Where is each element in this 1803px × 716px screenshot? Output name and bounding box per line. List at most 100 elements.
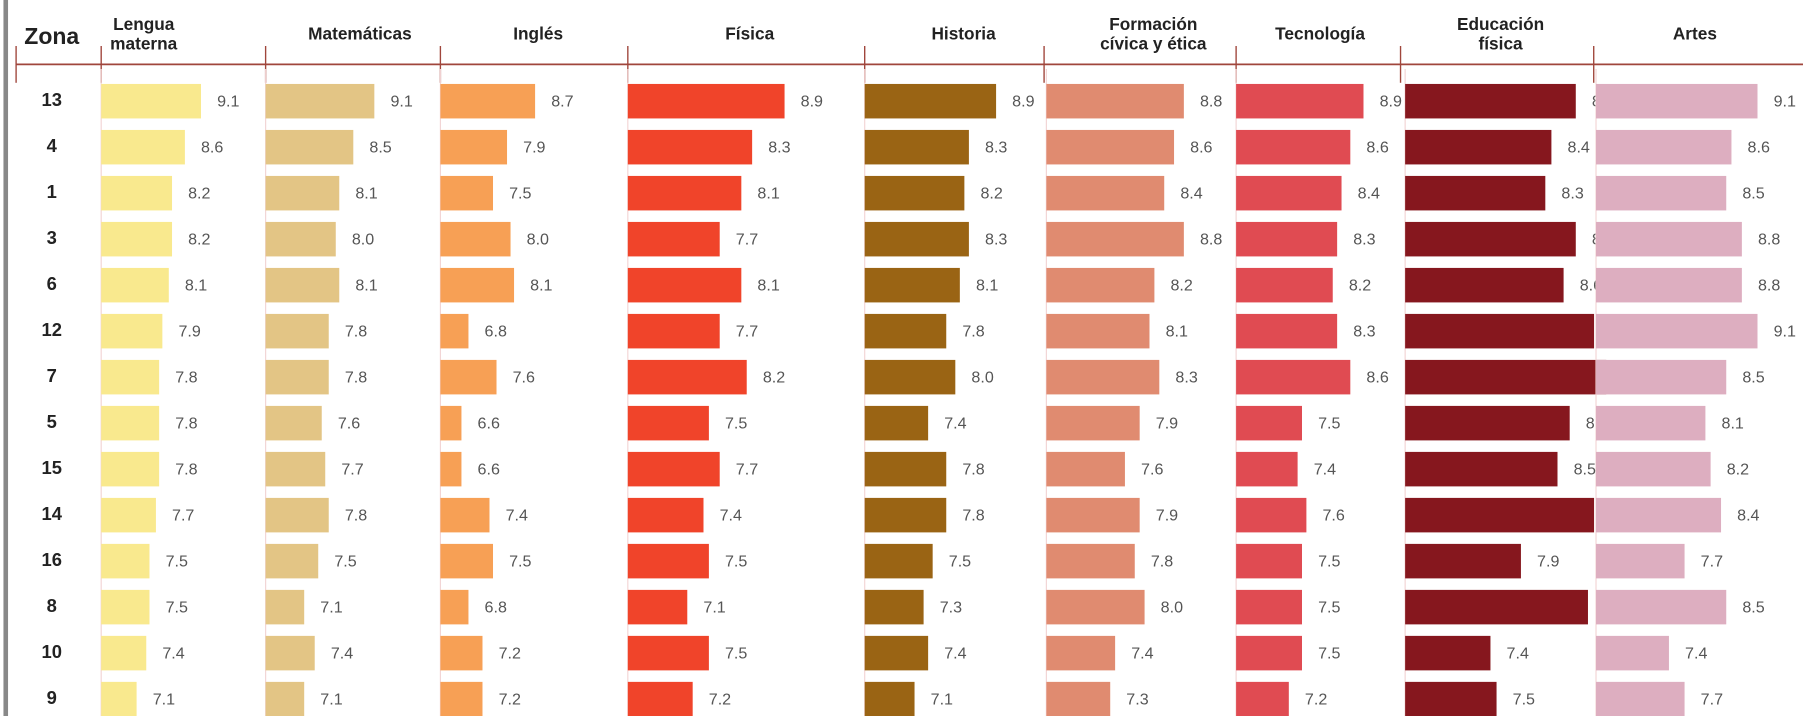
value-label: 7.4 [944, 645, 966, 663]
value-label: 7.7 [1701, 553, 1723, 571]
column-header: Tecnología [1275, 24, 1365, 45]
zone-label: 13 [42, 89, 62, 110]
bar [1596, 359, 1727, 395]
column-header: Inglés [513, 24, 564, 45]
bar [1236, 497, 1307, 533]
value-label: 8.9 [1012, 93, 1034, 111]
bar [1046, 681, 1111, 716]
value-label: 7.8 [962, 461, 984, 479]
bar [1596, 451, 1711, 487]
bar [1046, 635, 1116, 671]
value-label: 8.4 [1180, 185, 1202, 203]
bar [1596, 543, 1685, 579]
value-label: 7.7 [736, 231, 758, 249]
value-label: 7.9 [523, 139, 545, 157]
value-label: 7.5 [166, 599, 188, 617]
bar [440, 221, 511, 257]
bar [864, 543, 933, 579]
bar [440, 313, 469, 349]
bar [864, 451, 947, 487]
value-label: 8.3 [768, 139, 790, 157]
value-label: 9.1 [390, 93, 412, 111]
value-label: 7.8 [345, 323, 367, 341]
bar [864, 267, 960, 303]
value-label: 8.2 [1170, 277, 1192, 295]
bar [440, 359, 497, 395]
value-label: 7.5 [725, 645, 747, 663]
bar [627, 221, 720, 257]
value-label: 6.6 [478, 415, 500, 433]
value-label: 7.5 [334, 553, 356, 571]
bar [1596, 267, 1742, 303]
bar [1405, 543, 1521, 579]
bar [265, 175, 340, 211]
value-label: 7.5 [1513, 691, 1535, 709]
value-label: 7.1 [931, 691, 953, 709]
bar [864, 681, 915, 716]
value-label: 7.7 [341, 461, 363, 479]
value-label: 7.3 [940, 599, 962, 617]
value-label: 8.2 [763, 369, 785, 387]
value-label: 8.5 [1742, 185, 1764, 203]
value-label: 7.4 [1314, 461, 1336, 479]
bar [1046, 497, 1140, 533]
value-label: 7.3 [1126, 691, 1148, 709]
value-label: 8.0 [971, 369, 993, 387]
bar [265, 635, 315, 671]
value-label: 7.5 [509, 553, 531, 571]
zone-label: 3 [47, 227, 57, 248]
zone-label: 5 [47, 411, 57, 432]
value-label: 7.5 [1318, 645, 1340, 663]
bar [864, 313, 947, 349]
bar [1405, 313, 1595, 349]
bar [1046, 313, 1150, 349]
value-label: 8.1 [757, 277, 779, 295]
value-label: 7.8 [175, 369, 197, 387]
bar [627, 451, 720, 487]
bar [627, 313, 720, 349]
bar [1405, 635, 1491, 671]
value-label: 8.3 [1353, 231, 1375, 249]
bar [101, 313, 163, 349]
value-label: 8.3 [985, 231, 1007, 249]
bar [101, 681, 137, 716]
bar [1046, 405, 1140, 441]
bar [1405, 589, 1588, 625]
value-label: 7.6 [338, 415, 360, 433]
value-label: 7.8 [1151, 553, 1173, 571]
bar [1236, 405, 1302, 441]
column-header: Artes [1672, 24, 1717, 45]
bar [440, 589, 469, 625]
zone-label: 9 [47, 687, 57, 708]
bar [1236, 635, 1302, 671]
value-label: 8.1 [355, 185, 377, 203]
value-label: 8.3 [985, 139, 1007, 157]
value-label: 8.1 [185, 277, 207, 295]
value-label: 8.6 [1748, 139, 1770, 157]
bar [1046, 129, 1175, 165]
value-label: 7.6 [1141, 461, 1163, 479]
value-label: 8.5 [1574, 461, 1596, 479]
value-label: 7.2 [709, 691, 731, 709]
bar [1236, 359, 1351, 395]
value-label: 7.9 [178, 323, 200, 341]
value-label: 8.6 [1366, 369, 1388, 387]
bar [1405, 221, 1576, 257]
value-label: 6.8 [485, 599, 507, 617]
value-label: 7.5 [1318, 599, 1340, 617]
value-label: 7.5 [166, 553, 188, 571]
value-label: 7.7 [1701, 691, 1723, 709]
zone-label: 15 [42, 457, 62, 478]
bar [1236, 451, 1298, 487]
value-label: 8.5 [369, 139, 391, 157]
bar [1405, 451, 1558, 487]
bar [627, 635, 709, 671]
value-label: 7.2 [499, 691, 521, 709]
value-label: 9.1 [1774, 93, 1796, 111]
bar [1596, 313, 1758, 349]
bar [1405, 175, 1546, 211]
value-label: 8.2 [980, 185, 1002, 203]
bar [1046, 83, 1184, 119]
bar [1236, 129, 1351, 165]
value-label: 9.1 [1774, 323, 1796, 341]
